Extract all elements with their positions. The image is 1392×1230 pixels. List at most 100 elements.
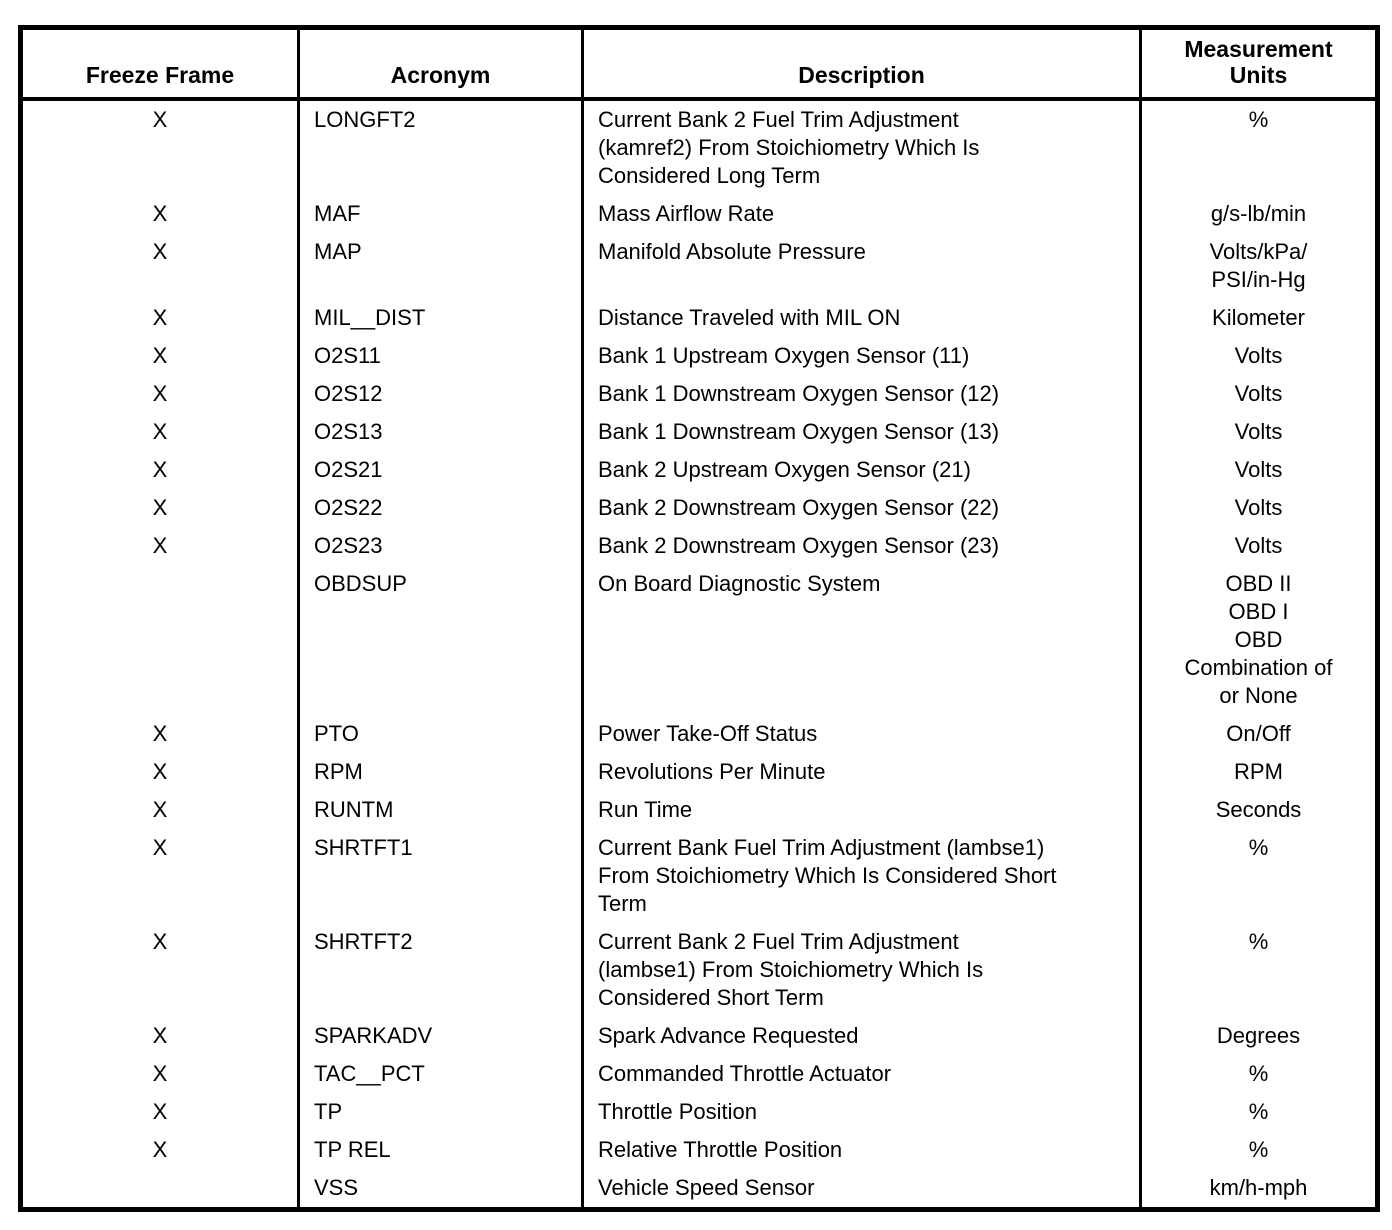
description-cell: Current Bank 2 Fuel Trim Adjustment (lam… [581,923,1141,1017]
description-cell: Current Bank Fuel Trim Adjustment (lambs… [581,829,1141,923]
units-cell: % [1139,99,1378,195]
units-cell: Volts [1139,413,1378,451]
units-cell: Volts [1139,375,1378,413]
freeze-frame-cell: X [152,759,168,784]
freeze-frame-cell [21,565,299,715]
description-cell: Vehicle Speed Sensor [581,1169,1141,1210]
freeze-frame-cell: X [152,835,168,860]
description-cell: Relative Throttle Position [581,1131,1141,1169]
description-cell: Bank 2 Downstream Oxygen Sensor (23) [581,527,1141,565]
units-cell: OBD II OBD I OBD Combination of or None [1139,565,1378,715]
table-row: X O2S23 Bank 2 Downstream Oxygen Sensor … [21,527,1378,565]
freeze-frame-cell: X [152,343,168,368]
freeze-frame-cell: X [152,457,168,482]
table-body: X LONGFT2 Current Bank 2 Fuel Trim Adjus… [21,99,1378,1210]
table-header: Freeze Frame Acronym Description Measure… [20,27,1378,101]
units-cell: On/Off [1139,715,1378,753]
description-cell: Run Time [581,791,1141,829]
acronym-cell: SHRTFT2 [297,923,583,1017]
freeze-frame-cell: X [152,419,168,444]
description-cell: Bank 1 Downstream Oxygen Sensor (12) [581,375,1141,413]
description-cell: Spark Advance Requested [581,1017,1141,1055]
units-cell: % [1139,1055,1378,1093]
description-cell: Current Bank 2 Fuel Trim Adjustment (kam… [581,99,1141,195]
header-row: Freeze Frame Acronym Description Measure… [20,27,1378,101]
acronym-cell: TP [297,1093,583,1131]
acronym-cell: O2S13 [297,413,583,451]
freeze-frame-cell: X [152,201,168,226]
freeze-frame-cell: X [152,1023,168,1048]
table-row: X O2S22 Bank 2 Downstream Oxygen Sensor … [21,489,1378,527]
table-row: X O2S21 Bank 2 Upstream Oxygen Sensor (2… [21,451,1378,489]
units-cell: Volts [1139,489,1378,527]
description-cell: Bank 2 Downstream Oxygen Sensor (22) [581,489,1141,527]
freeze-frame-cell: X [152,1099,168,1124]
freeze-frame-cell: X [152,929,168,954]
description-cell: Bank 1 Upstream Oxygen Sensor (11) [581,337,1141,375]
freeze-frame-cell: X [152,495,168,520]
acronym-cell: TAC__PCT [297,1055,583,1093]
col-header-freeze-frame: Freeze Frame [20,27,299,101]
freeze-frame-cell: X [152,239,168,264]
acronym-cell: O2S21 [297,451,583,489]
table-row: X O2S13 Bank 1 Downstream Oxygen Sensor … [21,413,1378,451]
units-cell: Volts [1139,527,1378,565]
col-header-description: Description [581,27,1141,101]
acronym-cell: MAP [297,233,583,299]
description-cell: On Board Diagnostic System [581,565,1141,715]
units-cell: % [1139,923,1378,1017]
table-row: X RUNTM Run Time Seconds [21,791,1378,829]
table-row: X TP REL Relative Throttle Position % [21,1131,1378,1169]
description-cell: Manifold Absolute Pressure [581,233,1141,299]
units-cell: km/h-mph [1139,1169,1378,1210]
acronym-cell: O2S12 [297,375,583,413]
description-cell: Commanded Throttle Actuator [581,1055,1141,1093]
freeze-frame-cell: X [152,1137,168,1162]
table-row: OBDSUP On Board Diagnostic System OBD II… [21,565,1378,715]
units-cell: Volts/kPa/ PSI/in-Hg [1139,233,1378,299]
description-cell: Revolutions Per Minute [581,753,1141,791]
acronym-cell: LONGFT2 [297,99,583,195]
acronym-cell: SHRTFT1 [297,829,583,923]
table-row: X O2S12 Bank 1 Downstream Oxygen Sensor … [21,375,1378,413]
acronym-cell: O2S22 [297,489,583,527]
units-cell: Degrees [1139,1017,1378,1055]
freeze-frame-cell [21,1169,299,1210]
acronym-cell: PTO [297,715,583,753]
table-row: X SPARKADV Spark Advance Requested Degre… [21,1017,1378,1055]
acronym-cell: RUNTM [297,791,583,829]
table-row: X SHRTFT1 Current Bank Fuel Trim Adjustm… [21,829,1378,923]
table-row: X MIL__DIST Distance Traveled with MIL O… [21,299,1378,337]
acronym-cell: SPARKADV [297,1017,583,1055]
units-cell: Kilometer [1139,299,1378,337]
units-cell: RPM [1139,753,1378,791]
table-row: X MAP Manifold Absolute Pressure Volts/k… [21,233,1378,299]
col-header-acronym: Acronym [297,27,583,101]
units-cell: Volts [1139,337,1378,375]
units-cell: % [1139,1131,1378,1169]
units-cell: Seconds [1139,791,1378,829]
units-cell: % [1139,829,1378,923]
description-cell: Power Take-Off Status [581,715,1141,753]
freeze-frame-cell: X [152,1061,168,1086]
table-row: VSS Vehicle Speed Sensor km/h-mph [21,1169,1378,1210]
freeze-frame-cell: X [152,381,168,406]
diagnostic-parameter-table: Freeze Frame Acronym Description Measure… [18,25,1380,1212]
description-cell: Throttle Position [581,1093,1141,1131]
acronym-cell: OBDSUP [297,565,583,715]
acronym-cell: RPM [297,753,583,791]
description-cell: Bank 2 Upstream Oxygen Sensor (21) [581,451,1141,489]
acronym-cell: O2S23 [297,527,583,565]
col-header-measurement-units: Measurement Units [1139,27,1378,101]
table-row: X O2S11 Bank 1 Upstream Oxygen Sensor (1… [21,337,1378,375]
freeze-frame-cell: X [152,107,168,132]
table-row: X MAF Mass Airflow Rate g/s-lb/min [21,195,1378,233]
units-cell: Volts [1139,451,1378,489]
acronym-cell: VSS [297,1169,583,1210]
table-row: X PTO Power Take-Off Status On/Off [21,715,1378,753]
description-cell: Mass Airflow Rate [581,195,1141,233]
freeze-frame-cell: X [152,305,168,330]
freeze-frame-cell: X [152,797,168,822]
freeze-frame-cell: X [152,721,168,746]
